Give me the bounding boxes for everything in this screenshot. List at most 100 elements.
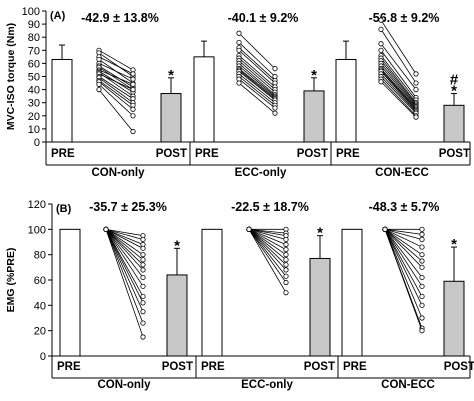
individual-line xyxy=(98,84,134,117)
individual-line xyxy=(105,228,144,245)
individual-line xyxy=(238,76,276,106)
change-label: -35.7 ± 25.3% xyxy=(89,200,167,214)
individual-line xyxy=(248,228,287,234)
individual-line xyxy=(105,229,144,287)
individual-line xyxy=(384,228,423,248)
individual-line xyxy=(98,66,134,90)
change-label: -56.8 ± 9.2% xyxy=(369,11,440,25)
individual-line xyxy=(105,229,144,271)
y-tick-label: 40 xyxy=(28,85,40,97)
individual-point-pre xyxy=(246,226,252,232)
individual-line xyxy=(248,229,287,266)
individual-point-post xyxy=(283,247,289,253)
individual-point-post xyxy=(283,273,289,279)
y-axis-label: EMG (%PRE) xyxy=(5,248,17,313)
individual-point-post xyxy=(140,320,146,326)
individual-point-post xyxy=(419,244,425,250)
individual-point-post xyxy=(140,257,146,263)
individual-point-post xyxy=(283,241,289,248)
individual-point-post xyxy=(140,267,146,273)
post-bar xyxy=(443,104,465,143)
individual-point-post xyxy=(130,81,136,87)
individual-line xyxy=(248,229,287,283)
individual-line xyxy=(380,78,417,117)
individual-line xyxy=(98,63,134,80)
individual-line xyxy=(105,229,144,261)
individual-line xyxy=(384,229,423,287)
individual-line xyxy=(384,229,423,255)
individual-point-post xyxy=(283,262,289,268)
individual-point-post xyxy=(130,113,136,119)
individual-line xyxy=(248,229,287,255)
change-label: -22.5 ± 18.7% xyxy=(231,200,309,214)
individual-point-pre xyxy=(96,87,102,93)
individual-point-post xyxy=(140,283,146,289)
y-tick-label: 90 xyxy=(28,19,40,31)
y-tick-label: 60 xyxy=(28,58,40,70)
pre-bar xyxy=(201,228,223,357)
individual-point-post xyxy=(140,293,146,300)
individual-point-post xyxy=(419,231,425,237)
individual-line xyxy=(380,29,417,84)
post-bar xyxy=(166,274,188,357)
individual-line xyxy=(98,81,134,110)
individual-point-post xyxy=(130,76,136,82)
individual-point-post xyxy=(130,87,136,93)
individual-line xyxy=(248,228,287,250)
post-bar xyxy=(303,90,325,143)
individual-point-post xyxy=(419,283,425,289)
condition-label: ECC-only xyxy=(235,167,287,179)
individual-line xyxy=(98,69,134,85)
individual-line xyxy=(384,229,423,268)
individual-point-post xyxy=(272,66,278,72)
post-label: POST xyxy=(304,361,335,373)
condition-label: CON-only xyxy=(91,167,145,179)
group-con-only: -42.9 ± 13.8% * PRE POST CON-only xyxy=(51,11,187,179)
individual-point-post xyxy=(130,106,136,112)
individual-point-pre xyxy=(96,81,102,87)
group-con-ecc: -56.8 ± 9.2% #* PRE POST CON-ECC xyxy=(335,11,470,179)
individual-point-post xyxy=(413,87,419,93)
individual-point-pre xyxy=(236,39,242,46)
y-tick-label: 0 xyxy=(34,137,40,149)
significance-marker: # xyxy=(450,72,459,89)
pre-bar xyxy=(335,58,357,143)
individual-line xyxy=(105,229,144,297)
individual-line xyxy=(248,228,287,240)
individual-point-post xyxy=(130,71,136,77)
post-bar xyxy=(309,257,331,357)
individual-point-pre xyxy=(378,47,384,53)
post-label: POST xyxy=(162,361,193,373)
individual-point-post xyxy=(419,236,425,243)
pre-label: PRE xyxy=(336,148,360,160)
individual-line xyxy=(105,229,144,255)
individual-point-post xyxy=(140,245,146,251)
panel-label: (A) xyxy=(50,10,66,22)
individual-line xyxy=(380,76,417,114)
individual-point-post xyxy=(413,71,419,77)
y-tick-label: 100 xyxy=(22,6,40,18)
individual-line xyxy=(98,65,134,88)
individual-line xyxy=(380,69,417,110)
individual-line xyxy=(238,68,276,98)
individual-line xyxy=(238,50,276,84)
individual-line xyxy=(105,229,144,312)
individual-line xyxy=(384,229,423,331)
individual-line xyxy=(380,73,417,113)
group-con-ecc: -48.3 ± 5.7% * PRE POST CON-ECC xyxy=(341,200,474,391)
individual-line xyxy=(105,228,144,237)
individual-line xyxy=(238,32,276,69)
individual-line xyxy=(98,49,134,71)
individual-point-post xyxy=(283,267,289,273)
individual-point-post xyxy=(283,236,289,243)
y-tick-label: 80 xyxy=(34,250,46,262)
individual-point-post xyxy=(140,252,146,258)
individual-point-post xyxy=(283,252,289,258)
individual-point-post xyxy=(413,80,419,86)
individual-line xyxy=(384,229,423,278)
post-label: POST xyxy=(156,148,187,160)
individual-line xyxy=(98,89,134,132)
individual-point-post xyxy=(419,226,425,232)
post-label: POST xyxy=(439,148,470,160)
